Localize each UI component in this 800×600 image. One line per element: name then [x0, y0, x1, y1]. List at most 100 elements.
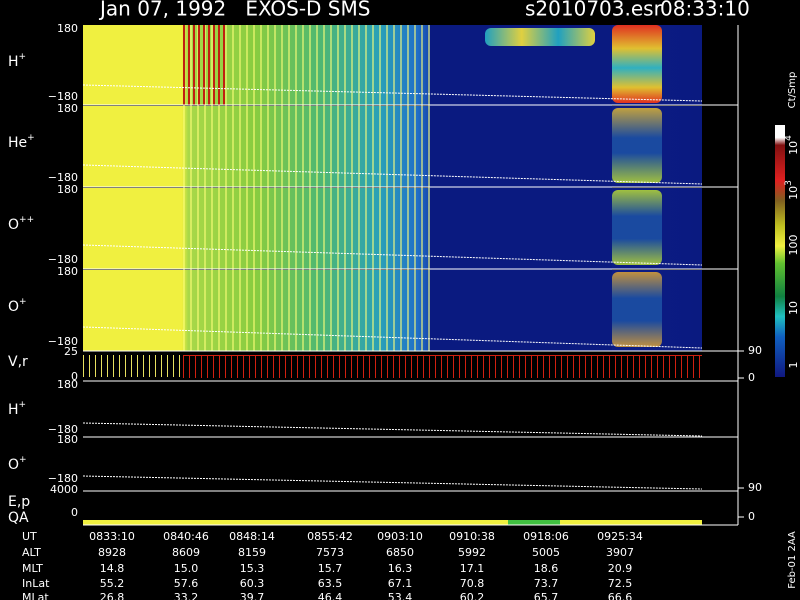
colorbar-label: 10 — [787, 301, 800, 315]
colorbar-label-base: 100 — [787, 235, 800, 256]
y-tick-label: 180 — [57, 102, 78, 115]
cell: 63.5 — [318, 577, 343, 590]
y-tick-label: 180 — [57, 22, 78, 35]
y-tick-label: 0 — [71, 506, 78, 519]
panel-label: H+ — [8, 400, 26, 419]
cell: 67.1 — [388, 577, 413, 590]
cell: 16.3 — [388, 562, 413, 575]
blob — [612, 190, 662, 265]
panel-label-sup: + — [19, 400, 27, 410]
panel-label-sup: + — [27, 133, 35, 143]
y-tick-label: 180 — [57, 378, 78, 391]
colorbar-unit: Ct/Smp — [787, 72, 798, 109]
cell: 8928 — [98, 546, 126, 559]
panel-label: O+ — [8, 455, 27, 474]
y2-tick-label: 90 — [748, 481, 762, 494]
time: 08:33:10 — [660, 0, 750, 21]
y-tick-label: 4000 — [50, 483, 78, 496]
cell: 0925:34 — [597, 530, 643, 543]
y-tick-label: 0 — [71, 370, 78, 383]
colorbar-label-base: 1 — [787, 362, 800, 369]
velocity-trace — [83, 355, 183, 377]
cell: 20.9 — [608, 562, 633, 575]
cell: 0918:06 — [523, 530, 569, 543]
cell: 0848:14 — [229, 530, 275, 543]
y-tick-label: −180 — [48, 90, 78, 103]
cell: 0840:46 — [163, 530, 209, 543]
cell: 53.4 — [388, 591, 413, 600]
blob — [485, 28, 595, 46]
row-label: InLat — [22, 577, 50, 590]
cell: 46.4 — [318, 591, 343, 600]
frame — [82, 25, 739, 526]
colorbar-label-sup: 4 — [784, 135, 794, 141]
panel-label-base: O — [8, 299, 19, 315]
panel-label: V,r — [8, 354, 28, 370]
y-tick-label: −180 — [48, 335, 78, 348]
y2-tick-label: 0 — [748, 510, 755, 523]
panel-label-base: E,p — [8, 494, 30, 510]
velocity-trace — [183, 355, 702, 378]
cell: 5992 — [458, 546, 486, 559]
cell: 15.3 — [240, 562, 265, 575]
panel-label: E,p — [8, 494, 30, 510]
colorbar-label: 104 — [784, 135, 800, 155]
file-name: s2010703.esr — [525, 0, 663, 21]
title: Jan 07, 1992 EXOS-D SMS — [98, 0, 370, 21]
colorbar-label-base: 10 — [787, 141, 800, 155]
cell: 7573 — [316, 546, 344, 559]
y-tick-label: 180 — [57, 265, 78, 278]
colorbar-label-base: 10 — [787, 186, 800, 200]
panel-label-base: He — [8, 135, 27, 151]
cell: 55.2 — [100, 577, 125, 590]
cell: 5005 — [532, 546, 560, 559]
cell: 15.0 — [174, 562, 199, 575]
panel-label-base: H — [8, 54, 19, 70]
panel-label: O++ — [8, 215, 34, 234]
cell: 65.7 — [534, 591, 559, 600]
cell: 3907 — [606, 546, 634, 559]
cell: 26.8 — [100, 591, 125, 600]
panel-label-base: H — [8, 402, 19, 418]
panel-label-base: O — [8, 217, 19, 233]
y-tick-label: −180 — [48, 472, 78, 485]
cell: 8159 — [238, 546, 266, 559]
cell: 18.6 — [534, 562, 559, 575]
cell: 60.3 — [240, 577, 265, 590]
panel-label: QA — [8, 510, 29, 526]
panel-label-sup: + — [19, 455, 27, 465]
blob — [612, 272, 662, 347]
cell: 6850 — [386, 546, 414, 559]
blob — [612, 25, 662, 103]
stripes — [183, 25, 228, 105]
cell: 8609 — [172, 546, 200, 559]
cell: 73.7 — [534, 577, 559, 590]
colorbar-label: 100 — [787, 235, 800, 256]
cell: 15.7 — [318, 562, 343, 575]
row-label: UT — [22, 530, 37, 543]
cell: 0903:10 — [377, 530, 423, 543]
colorbar-label-sup: 3 — [784, 180, 794, 186]
y-tick-label: 180 — [57, 433, 78, 446]
cell: 70.8 — [460, 577, 485, 590]
y-tick-label: −180 — [48, 171, 78, 184]
colorbar-label: 1 — [787, 362, 800, 369]
footer: Feb-01 2AA — [787, 531, 798, 589]
y2-tick-label: 0 — [748, 371, 755, 384]
qa-bar — [83, 520, 702, 525]
cell: 72.5 — [608, 577, 633, 590]
row-label: MLT — [22, 562, 43, 575]
panel-label-sup: + — [19, 52, 27, 62]
panel-label-base: QA — [8, 510, 29, 526]
cell: 39.7 — [240, 591, 265, 600]
cell: 0855:42 — [307, 530, 353, 543]
y-tick-label: 180 — [57, 183, 78, 196]
panel-label-sup: ++ — [19, 215, 34, 225]
panel-label: O+ — [8, 297, 27, 316]
cell: 0833:10 — [89, 530, 135, 543]
cell: 0910:38 — [449, 530, 495, 543]
y-tick-label: −180 — [48, 253, 78, 266]
panel-label: He+ — [8, 133, 35, 152]
